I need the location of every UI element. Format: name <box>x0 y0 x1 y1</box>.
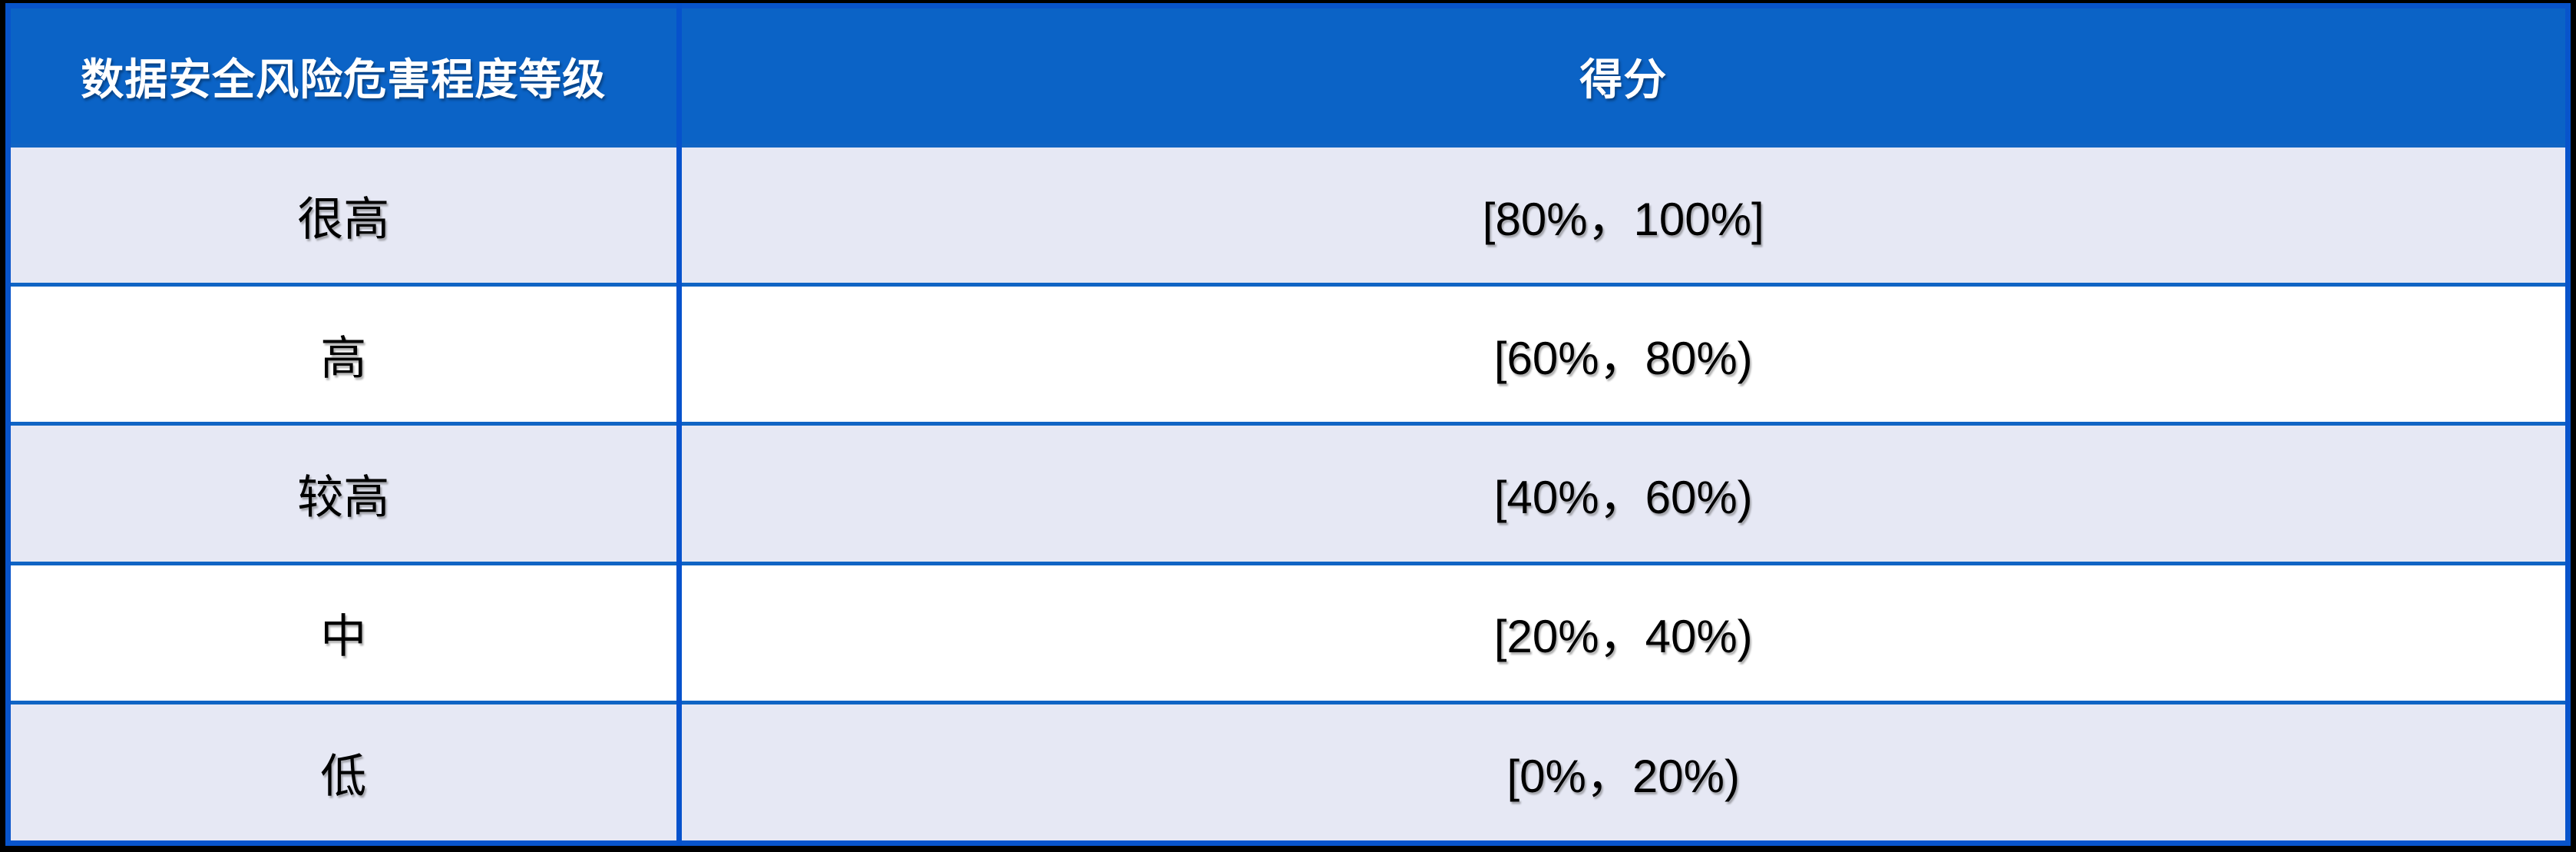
header-cell-score: 得分 <box>679 5 2568 146</box>
risk-level-cell: 中 <box>8 561 682 703</box>
score-range-cell: [40%，60%) <box>679 422 2568 564</box>
score-range-cell: [0%，20%) <box>679 700 2568 844</box>
header-cell-risk-level: 数据安全风险危害程度等级 <box>8 5 682 146</box>
score-range-cell: [20%，40%) <box>679 561 2568 703</box>
table-body: 很高 [80%，100%] 高 [60%，80%) 较高 [40%，60%) 中 [20%，4… <box>8 143 2568 844</box>
table-row: 中 [20%，40%) <box>8 561 2568 703</box>
header-row: 数据安全风险危害程度等级 得分 <box>8 5 2568 146</box>
score-range-cell: [80%，100%] <box>679 143 2568 285</box>
risk-level-cell: 低 <box>8 700 682 844</box>
table-row: 高 [60%，80%) <box>8 283 2568 424</box>
score-range-cell: [60%，80%) <box>679 283 2568 424</box>
risk-level-cell: 较高 <box>8 422 682 564</box>
table-row: 较高 [40%，60%) <box>8 422 2568 564</box>
table-row: 很高 [80%，100%] <box>8 143 2568 285</box>
risk-level-cell: 很高 <box>8 143 682 285</box>
table-row: 低 [0%，20%) <box>8 700 2568 844</box>
risk-score-table: 数据安全风险危害程度等级 得分 很高 [80%，100%] 高 [60%，80%) 较高… <box>5 3 2571 846</box>
table-frame: 数据安全风险危害程度等级 得分 很高 [80%，100%] 高 [60%，80%) 较高… <box>5 3 2571 846</box>
risk-level-cell: 高 <box>8 283 682 424</box>
table-header: 数据安全风险危害程度等级 得分 <box>8 5 2568 146</box>
